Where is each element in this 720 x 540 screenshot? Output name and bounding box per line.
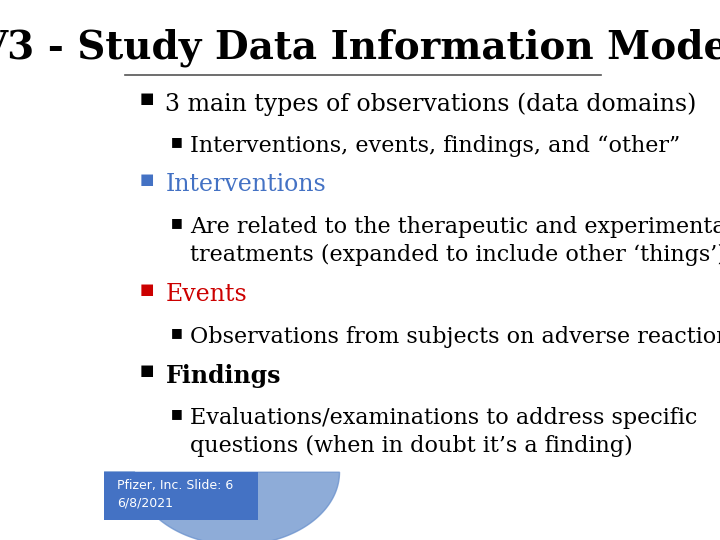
Text: ■: ■ (140, 363, 154, 377)
Text: Events: Events (166, 283, 247, 306)
Text: Pfizer, Inc. Slide: 6
6/8/2021: Pfizer, Inc. Slide: 6 6/8/2021 (117, 480, 233, 509)
Text: Evaluations/examinations to address specific
questions (when in doubt it’s a fin: Evaluations/examinations to address spec… (190, 407, 698, 457)
Text: Are related to the therapeutic and experimental
treatments (expanded to include : Are related to the therapeutic and exper… (190, 216, 720, 266)
FancyBboxPatch shape (104, 472, 258, 520)
Text: V3 - Study Data Information Model: V3 - Study Data Information Model (0, 29, 720, 67)
Text: ■: ■ (140, 173, 154, 187)
Text: Findings: Findings (166, 363, 281, 388)
Text: ■: ■ (140, 92, 154, 106)
Polygon shape (104, 472, 340, 540)
Text: ■: ■ (171, 326, 182, 339)
Text: ■: ■ (171, 216, 182, 229)
Text: Interventions, events, findings, and “other”: Interventions, events, findings, and “ot… (190, 135, 680, 157)
Text: Interventions: Interventions (166, 173, 326, 195)
Text: 3 main types of observations (data domains): 3 main types of observations (data domai… (166, 92, 697, 116)
Text: ■: ■ (140, 283, 154, 297)
Text: ■: ■ (171, 407, 182, 420)
Text: ■: ■ (171, 135, 182, 148)
Text: Observations from subjects on adverse reactions: Observations from subjects on adverse re… (190, 326, 720, 348)
